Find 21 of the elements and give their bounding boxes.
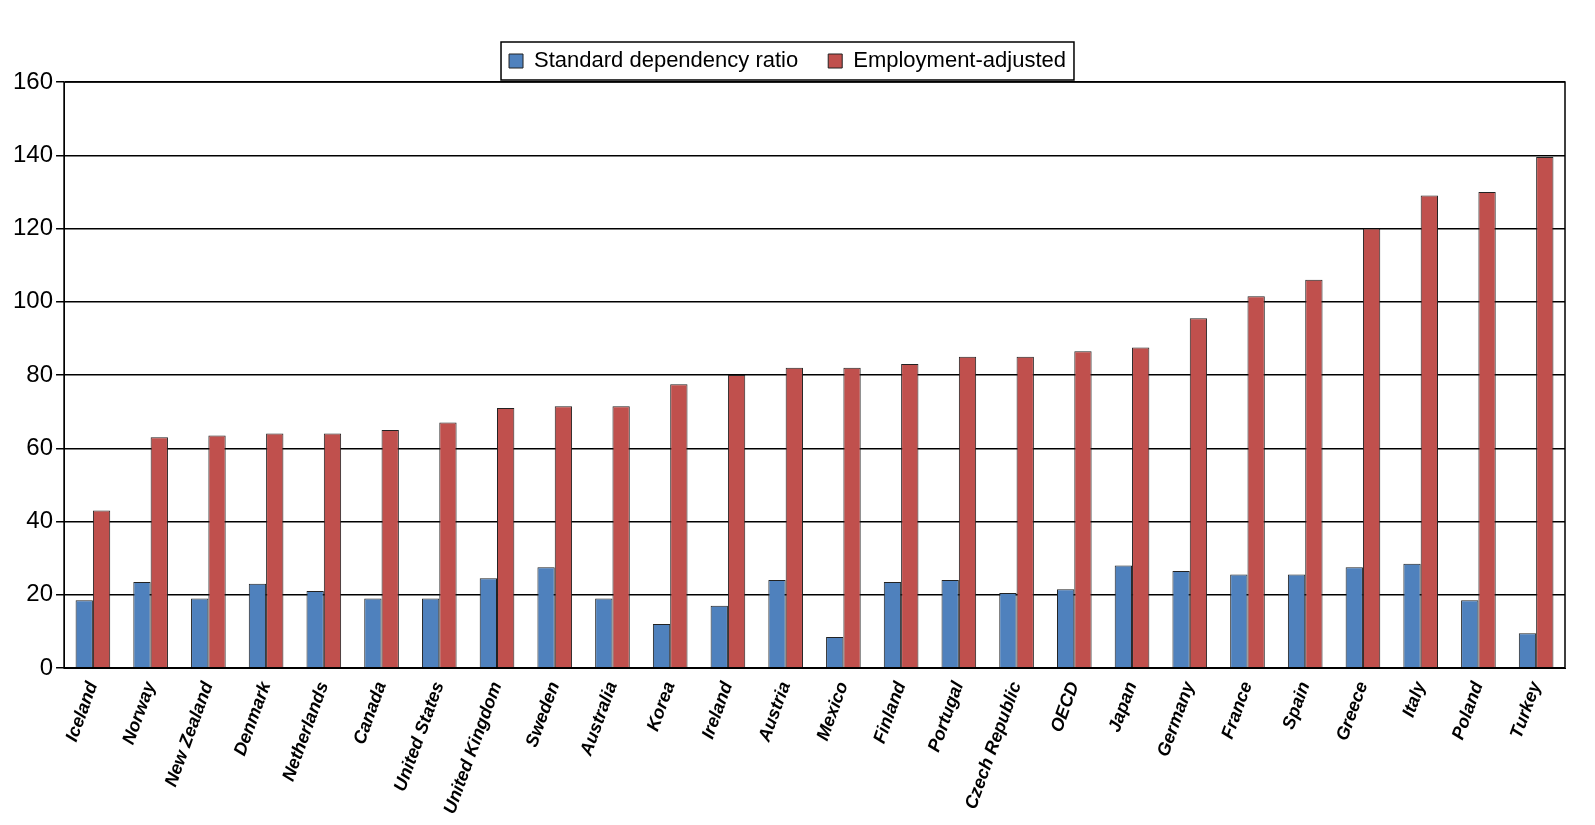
x-tick-label: Korea	[642, 678, 679, 734]
x-tick-label: OECD	[1046, 678, 1083, 735]
x-tick-label: United States	[389, 678, 448, 794]
y-tick-label: 0	[39, 652, 54, 680]
x-tick-label: Poland	[1447, 678, 1488, 743]
x-tick-label: Japan	[1103, 678, 1141, 735]
y-tick-label: 100	[13, 286, 54, 314]
y-tick-label: 120	[13, 213, 54, 241]
x-tick-label: Italy	[1397, 678, 1430, 720]
x-tick-label: France	[1216, 678, 1256, 742]
y-tick-label: 20	[26, 579, 54, 607]
y-tick-label: 140	[13, 139, 54, 167]
x-tick-label: Greece	[1331, 678, 1372, 744]
y-tick-label: 60	[26, 432, 54, 460]
x-tick-label: Spain	[1278, 678, 1314, 732]
x-tick-label: Ireland	[697, 678, 737, 742]
legend-label: Standard dependency ratio	[534, 47, 799, 73]
legend-label: Employment-adjusted	[853, 47, 1066, 73]
y-tick-label: 80	[26, 359, 54, 387]
y-tick-label: 40	[26, 506, 54, 534]
y-tick-label: 160	[13, 66, 54, 94]
